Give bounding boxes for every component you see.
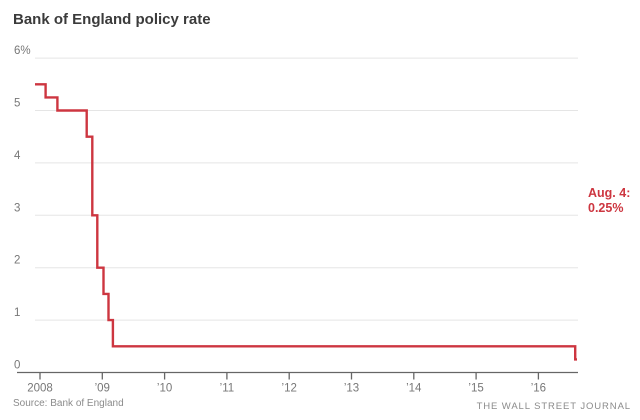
policy-rate-line bbox=[35, 83, 577, 361]
x-axis-tick-label: ’16 bbox=[531, 383, 546, 395]
x-axis-tick-label: ’12 bbox=[282, 383, 297, 395]
chart-title: Bank of England policy rate bbox=[13, 11, 211, 28]
y-axis-tick-label: 4 bbox=[14, 150, 21, 162]
x-axis-tick-label: ’15 bbox=[468, 383, 483, 395]
y-axis-tick-label: 5 bbox=[14, 98, 20, 110]
y-axis-tick-label: 1 bbox=[14, 307, 20, 319]
wsj-branding: THE WALL STREET JOURNAL bbox=[476, 401, 631, 412]
x-axis-tick-label: ’13 bbox=[344, 383, 359, 395]
latest-value-annotation: Aug. 4: 0.25% bbox=[588, 186, 630, 216]
source-credit: Source: Bank of England bbox=[13, 398, 124, 409]
annotation-date: Aug. 4: bbox=[588, 186, 631, 200]
x-axis-tick-label: ’09 bbox=[95, 383, 110, 395]
x-axis-tick-label: 2008 bbox=[27, 383, 53, 395]
x-axis-tick-label: ’10 bbox=[157, 383, 172, 395]
y-axis-tick-label: 2 bbox=[14, 255, 20, 267]
annotation-value: 0.25% bbox=[588, 201, 624, 215]
y-axis-tick-label: 6% bbox=[14, 45, 31, 57]
y-axis-tick-label: 3 bbox=[14, 202, 20, 214]
y-axis-tick-label: 0 bbox=[14, 360, 20, 372]
x-axis-tick-label: ’11 bbox=[220, 383, 235, 395]
x-axis-tick-label: ’14 bbox=[406, 383, 422, 395]
